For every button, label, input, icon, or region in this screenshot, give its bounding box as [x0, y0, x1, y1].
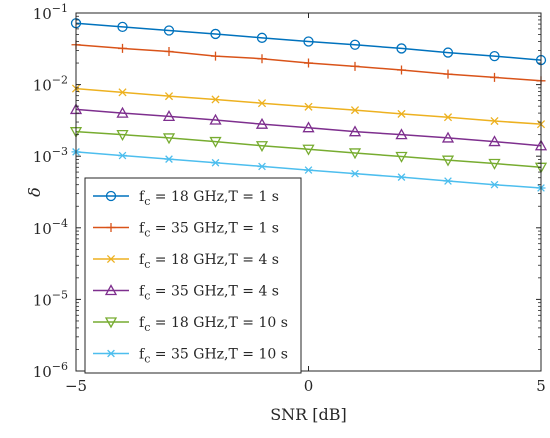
- legend-entry-6: fc = 35 GHz,T = 10 s: [93, 347, 288, 366]
- data-point: [441, 131, 455, 143]
- data-point: [395, 128, 408, 140]
- y-tick-label: 10−6: [33, 360, 68, 381]
- x-tick-label: 5: [536, 377, 546, 395]
- data-point: [163, 25, 175, 36]
- series-layer: [69, 18, 548, 192]
- data-point: [350, 169, 360, 178]
- legend-marker: [106, 349, 116, 358]
- data-point: [302, 144, 315, 156]
- legend: fc = 18 GHz,T = 1 s fc = 35 GHz,T = 1 s fc…: [84, 177, 302, 374]
- data-point: [348, 125, 362, 137]
- data-point: [164, 92, 174, 101]
- data-point: [488, 158, 501, 170]
- data-point: [162, 110, 176, 122]
- data-point: [302, 121, 315, 133]
- series-6: [71, 148, 546, 192]
- x-axis-label: SNR [dB]: [270, 405, 347, 424]
- legend-label: fc = 18 GHz,T = 10 s: [139, 315, 288, 334]
- data-point: [118, 88, 127, 97]
- y-tick-label: 10−4: [33, 217, 68, 238]
- data-point: [162, 133, 176, 145]
- legend-marker: [105, 190, 117, 202]
- legend-entry-3: fc = 18 GHz,T = 4 s: [93, 252, 279, 271]
- legend-marker: [106, 254, 116, 264]
- data-point: [397, 65, 406, 75]
- data-point: [490, 180, 499, 189]
- data-point: [350, 106, 360, 115]
- data-point: [257, 162, 267, 171]
- data-point: [116, 106, 129, 118]
- legend-label: fc = 35 GHz,T = 10 s: [139, 347, 288, 366]
- data-point: [304, 102, 313, 111]
- data-point: [164, 46, 174, 56]
- legend-entry-5: fc = 18 GHz,T = 10 s: [93, 315, 288, 334]
- y-tick-label: 10−3: [33, 145, 68, 166]
- y-axis-label: δ: [25, 187, 44, 197]
- data-point: [443, 177, 453, 185]
- data-point: [256, 32, 268, 43]
- data-point: [118, 151, 127, 160]
- data-point: [116, 129, 129, 141]
- legend-marker: [106, 223, 116, 232]
- legend-entry-1: fc = 18 GHz,T = 1 s: [93, 189, 279, 208]
- data-point: [442, 47, 454, 58]
- legend-entry-4: fc = 35 GHz,T = 4 s: [93, 284, 279, 303]
- legend-label: fc = 35 GHz,T = 4 s: [139, 284, 279, 303]
- data-point: [303, 36, 314, 47]
- legend-marker: [104, 284, 118, 296]
- data-point: [443, 69, 453, 79]
- data-point: [211, 158, 220, 167]
- data-point: [209, 136, 222, 148]
- data-point: [118, 43, 127, 53]
- data-point: [441, 155, 455, 167]
- data-point: [211, 51, 220, 61]
- data-point: [304, 58, 313, 68]
- series-line: [75, 108, 542, 147]
- y-tick-label: 10−1: [33, 2, 68, 23]
- data-point: [211, 95, 220, 104]
- x-tick-label: 0: [304, 377, 314, 395]
- legend-box: [84, 177, 302, 374]
- legend-label: fc = 18 GHz,T = 4 s: [139, 252, 279, 271]
- data-point: [395, 151, 408, 163]
- data-point: [348, 148, 362, 160]
- legend-label: fc = 35 GHz,T = 1 s: [139, 221, 279, 240]
- x-tick-label: −5: [65, 377, 87, 395]
- data-point: [489, 50, 500, 62]
- series-line: [75, 130, 542, 169]
- data-point: [443, 113, 453, 122]
- data-point: [255, 141, 269, 153]
- data-point: [396, 43, 407, 54]
- data-point: [397, 173, 406, 181]
- data-point: [349, 39, 361, 50]
- y-tick-label: 10−2: [33, 74, 68, 95]
- legend-marker: [104, 317, 118, 329]
- data-point: [488, 135, 501, 147]
- legend-entry-2: fc = 35 GHz,T = 1 s: [93, 221, 279, 240]
- data-point: [397, 109, 406, 118]
- data-point: [490, 72, 499, 82]
- series-2: [71, 40, 546, 86]
- data-point: [255, 117, 269, 129]
- y-tick-label: 10−5: [33, 288, 68, 309]
- data-point: [350, 61, 360, 71]
- data-point: [117, 21, 128, 33]
- series-line: [75, 22, 542, 61]
- series-4: [69, 103, 548, 151]
- legend-label: fc = 18 GHz,T = 1 s: [139, 189, 279, 208]
- data-point: [257, 54, 267, 64]
- series-3: [71, 84, 546, 129]
- axes-layer: −5 0 5 10−1 10−2 10−3 10−4 10−5 10−6: [33, 2, 546, 395]
- data-point: [209, 113, 222, 125]
- data-point: [490, 116, 499, 126]
- data-point: [257, 99, 267, 108]
- data-point: [210, 28, 221, 40]
- data-point: [304, 166, 313, 174]
- data-point: [164, 155, 174, 163]
